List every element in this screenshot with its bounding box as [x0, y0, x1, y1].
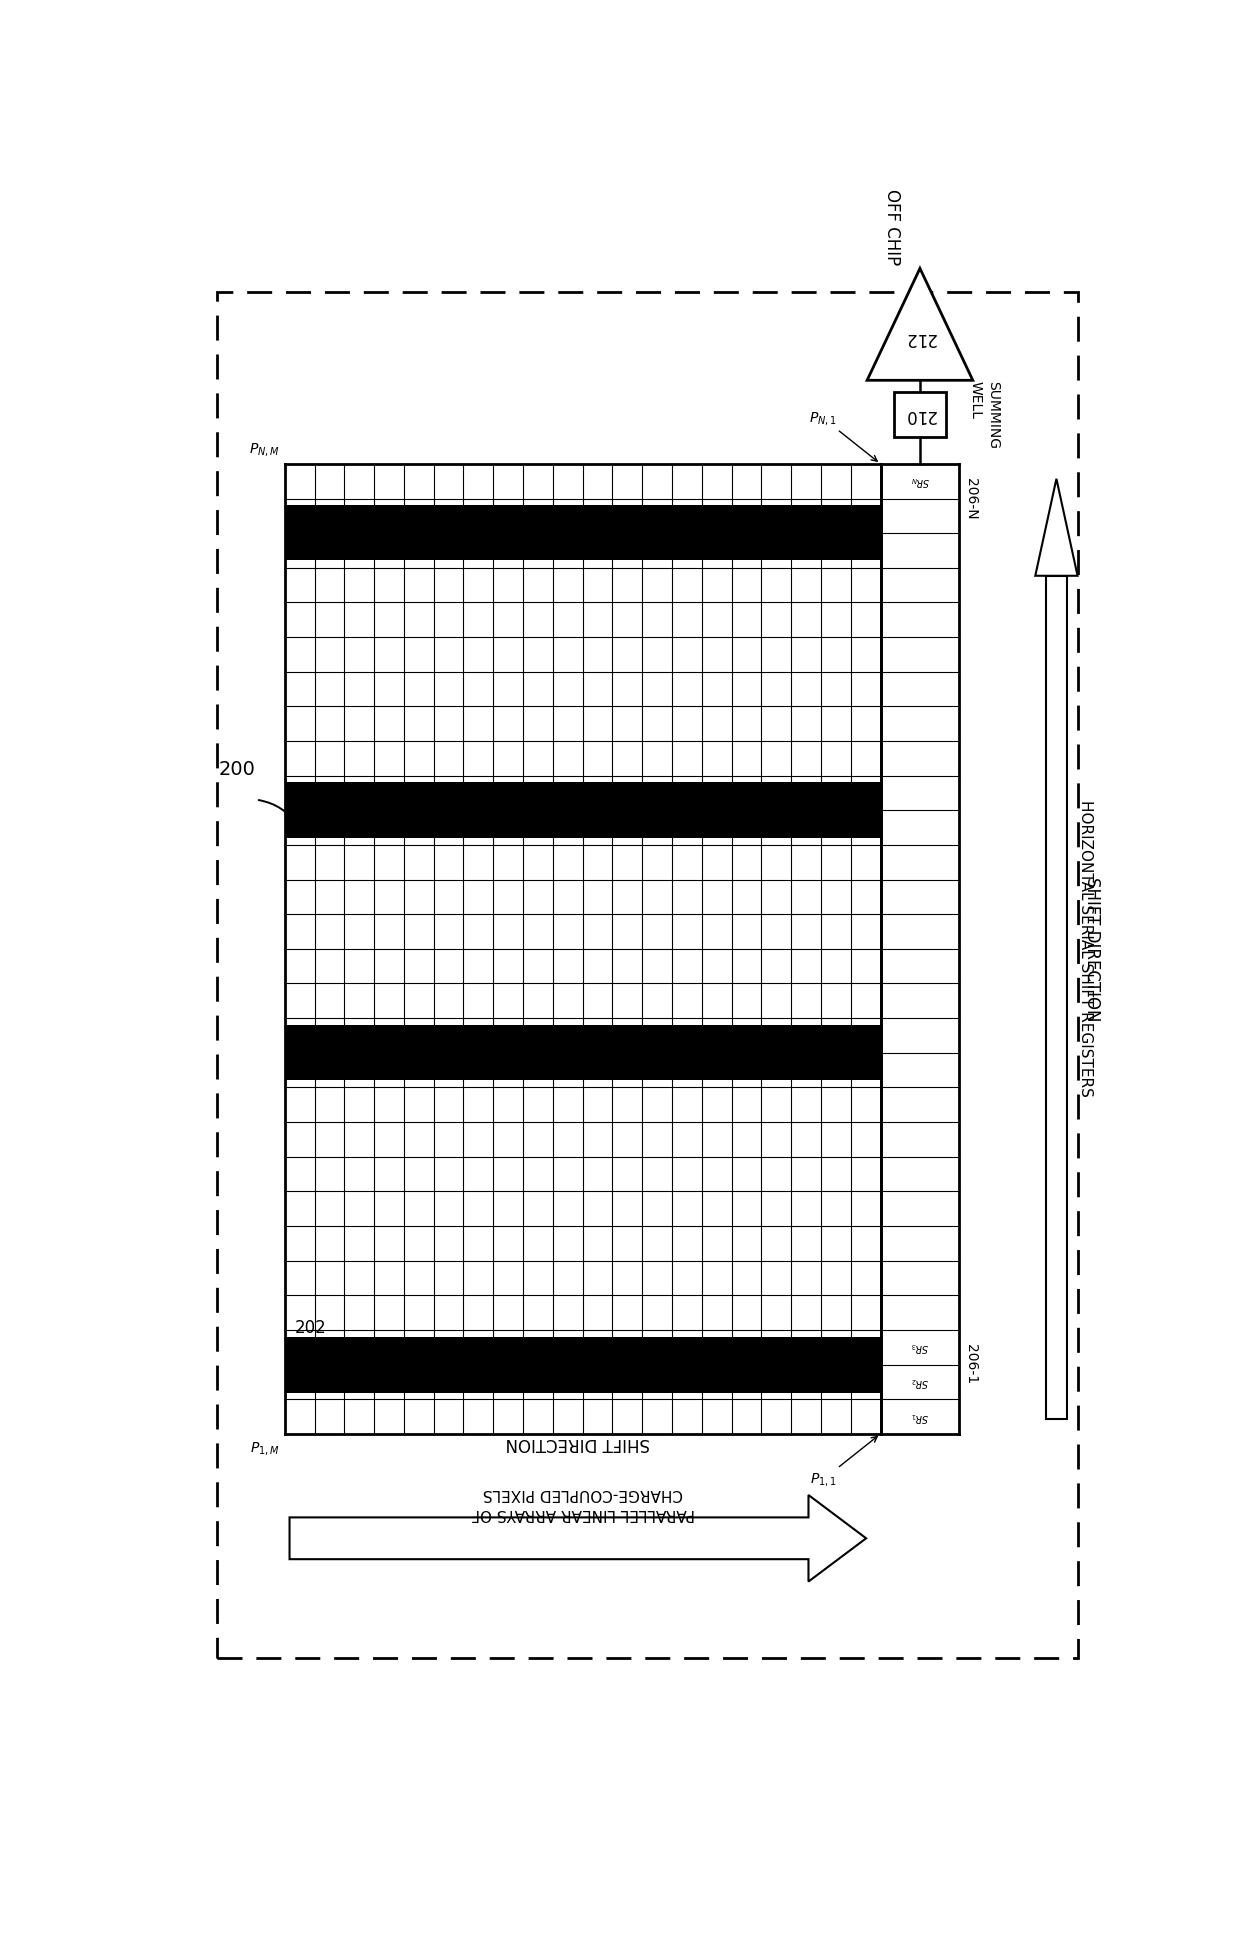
Polygon shape: [867, 267, 973, 380]
Text: 202: 202: [294, 1320, 326, 1337]
Text: HORIZONTAL SERIAL SHIFT REGISTERS: HORIZONTAL SERIAL SHIFT REGISTERS: [1078, 800, 1092, 1097]
Text: $SR_2$: $SR_2$: [910, 1374, 929, 1390]
Text: $P_{N,M}$: $P_{N,M}$: [249, 440, 280, 457]
Text: $P_{1,M}$: $P_{1,M}$: [250, 1440, 280, 1457]
Polygon shape: [1035, 479, 1078, 576]
Bar: [285, 1337, 880, 1393]
Text: SUMMING
WELL: SUMMING WELL: [968, 380, 1001, 448]
Text: $P_{N,1}$: $P_{N,1}$: [808, 409, 877, 461]
Bar: [1045, 576, 1066, 1419]
Text: 206-N: 206-N: [965, 477, 978, 519]
Text: PARALLEL LINEAR ARRAYS OF
CHARGE-COUPLED PIXELS: PARALLEL LINEAR ARRAYS OF CHARGE-COUPLED…: [471, 1486, 694, 1521]
Bar: [285, 506, 880, 560]
Text: $SR_1$: $SR_1$: [910, 1409, 929, 1422]
Text: $SR_N$: $SR_N$: [910, 475, 930, 488]
Text: SHIFT DIRECTION: SHIFT DIRECTION: [506, 1434, 650, 1452]
Text: $P_{1,1}$: $P_{1,1}$: [810, 1436, 877, 1488]
Bar: [285, 783, 880, 837]
Bar: [217, 293, 1078, 1657]
Polygon shape: [290, 1494, 866, 1581]
Text: OFF CHIP: OFF CHIP: [883, 190, 900, 266]
Text: $SR_3$: $SR_3$: [910, 1341, 929, 1355]
Bar: [285, 1025, 880, 1079]
Text: 200: 200: [218, 760, 255, 779]
Text: 206-1: 206-1: [965, 1345, 978, 1384]
Bar: [894, 391, 946, 436]
Text: SHIFT DIRECTION: SHIFT DIRECTION: [1084, 876, 1101, 1021]
Text: 212: 212: [904, 329, 936, 347]
Text: 210: 210: [904, 405, 936, 424]
